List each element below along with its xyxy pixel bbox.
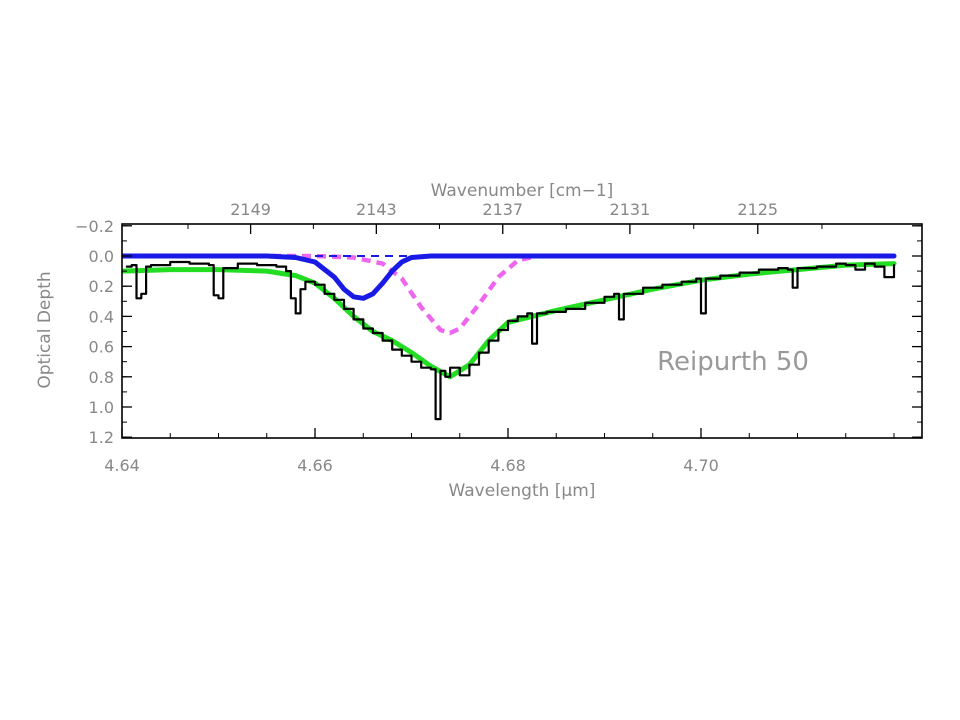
y-axis-title: Optical Depth: [35, 271, 55, 388]
y-tick-label: 0.2: [89, 277, 114, 296]
x-tick-label: 4.64: [104, 456, 140, 475]
x-axis-title: Wavelength [μm]: [449, 481, 596, 501]
y-tick-label: 0.6: [89, 338, 114, 357]
y-tick-label: 1.0: [89, 398, 114, 417]
x-tick-label: 4.68: [490, 456, 526, 475]
top-axis-title: Wavenumber [cm−1]: [431, 181, 614, 201]
top-tick-label: 2149: [230, 200, 271, 219]
top-tick-label: 2143: [356, 200, 397, 219]
series-group: [122, 253, 897, 421]
series-line-observed-spectrum: [125, 260, 896, 421]
y-tick-label: 0.4: [89, 307, 114, 326]
plot-area: −0.2 0.0 0.2 0.4 0.6 0.8 1.0 1.2 4.64 4.66 4.68 4.7…: [75, 200, 923, 475]
x-tick-label: 4.70: [683, 456, 719, 475]
top-tick-label: 2125: [737, 200, 778, 219]
top-tick-label: 2137: [482, 200, 523, 219]
y-tick-label: −0.2: [75, 217, 114, 236]
annotation-label: Reipurth 50: [657, 347, 809, 377]
y-tick-label: 0.8: [89, 368, 114, 387]
series-line-narrow-component: [122, 253, 897, 301]
x-tick-label: 4.66: [297, 456, 333, 475]
y-tick-label: 1.2: [89, 428, 114, 447]
y-tick-label: 0.0: [89, 247, 114, 266]
top-tick-label: 2131: [610, 200, 651, 219]
